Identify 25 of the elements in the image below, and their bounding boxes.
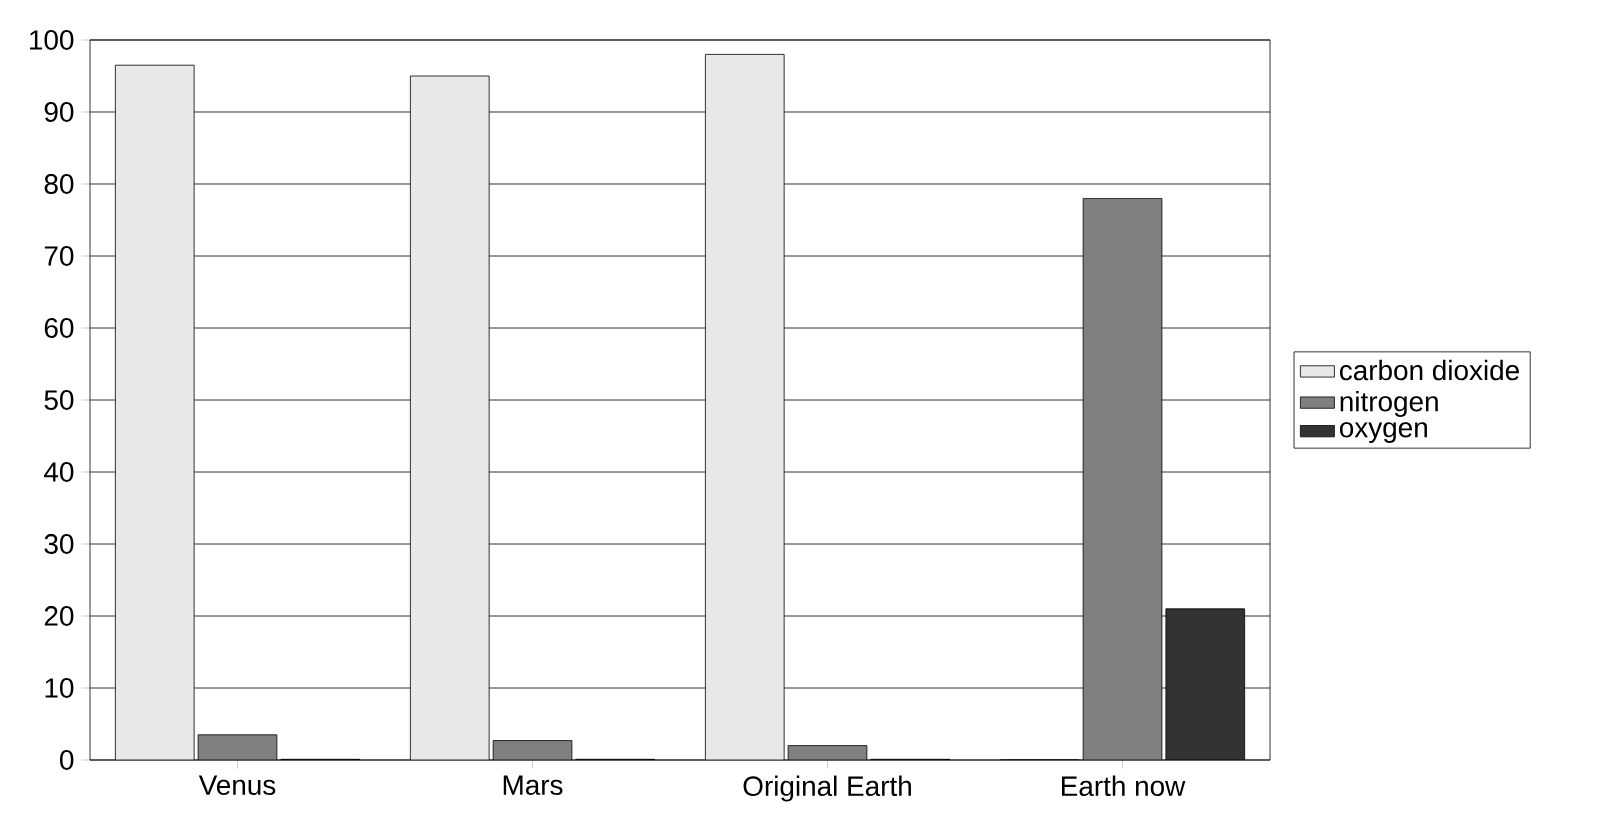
x-tick-label: Venus	[198, 775, 276, 796]
legend-label: carbon dioxide	[1339, 359, 1519, 381]
bar	[492, 740, 573, 760]
bar	[409, 75, 490, 760]
bar	[114, 64, 195, 760]
y-tick-label: 0	[60, 750, 74, 770]
x-tick-label: Original Earth	[743, 775, 911, 802]
legend-label: nitrogen	[1340, 390, 1438, 417]
y-tick-label: 50	[44, 390, 74, 410]
x-tick-label: Earth now	[1061, 775, 1186, 797]
y-tick-label: 70	[44, 246, 74, 266]
bar	[1165, 608, 1246, 760]
y-tick-label: 60	[44, 318, 74, 338]
y-tick-label: 90	[44, 102, 74, 122]
legend-label: oxygen	[1339, 422, 1427, 443]
y-tick-label: 20	[44, 606, 74, 626]
y-tick-label: 100	[30, 30, 74, 50]
bar	[197, 734, 278, 760]
bar	[704, 53, 785, 760]
y-tick-label: 30	[44, 534, 74, 554]
y-tick-label: 40	[44, 462, 74, 482]
bar	[1082, 198, 1163, 760]
y-tick-label: 80	[44, 174, 74, 194]
y-tick-label: 10	[45, 678, 74, 698]
x-tick-label: Mars	[503, 775, 563, 796]
